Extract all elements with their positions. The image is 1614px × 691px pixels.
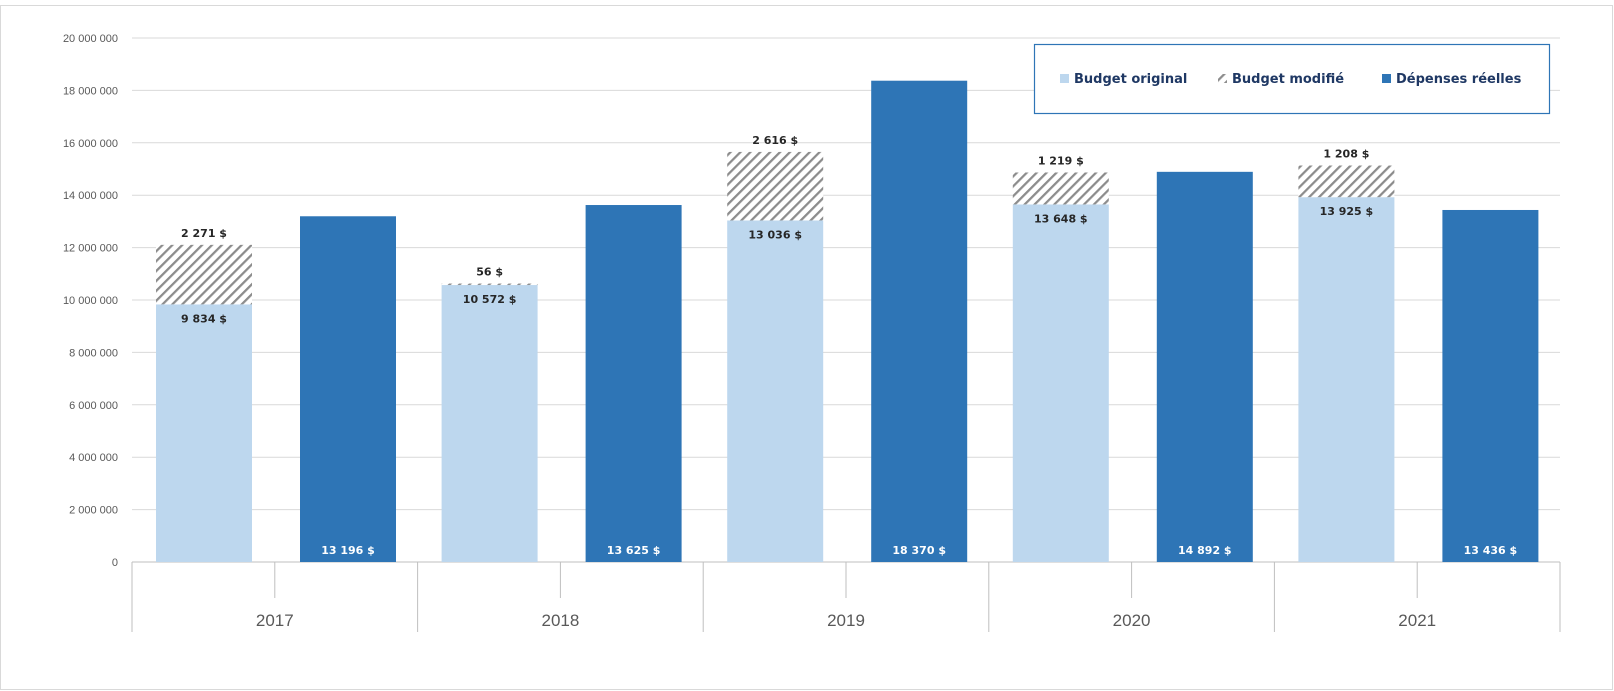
data-label-depenses-reelles: 13 625 $ <box>607 544 661 557</box>
legend-label: Budget modifié <box>1232 72 1344 87</box>
data-label-depenses-reelles: 18 370 $ <box>892 544 946 557</box>
y-tick-label: 14 000 000 <box>63 190 118 202</box>
bar-budget-original <box>441 285 538 562</box>
data-label-budget-modifie: 2 616 $ <box>752 134 798 147</box>
category-label: 2019 <box>827 611 865 630</box>
legend-box <box>1033 43 1551 115</box>
legend: Budget original Budget modifié Dépenses ré… <box>1033 43 1551 115</box>
y-tick-label: 6 000 000 <box>69 400 118 412</box>
bar-budget-modifie <box>1012 172 1109 205</box>
legend-item-budget-modifie: Budget modifié <box>1218 72 1344 87</box>
category-label: 2020 <box>1113 611 1151 630</box>
y-axis-tick-labels: 0 2 000 000 4 000 000 6 000 000 8 000 000 10 … <box>63 33 118 569</box>
data-label-budget-modifie: 1 208 $ <box>1323 148 1369 161</box>
y-tick-label: 8 000 000 <box>69 347 118 359</box>
data-label-budget-original: 10 572 $ <box>463 293 517 306</box>
y-tick-label: 2 000 000 <box>69 505 118 517</box>
category-labels: 2017 2018 2019 2020 2021 <box>256 611 1436 630</box>
legend-swatch <box>1218 74 1227 83</box>
data-labels: 9 834 $ 2 271 $ 13 196 $ 10 572 $ 56 $ 13 625… <box>181 134 1517 557</box>
category-label: 2021 <box>1398 611 1436 630</box>
bar-depenses-reelles <box>585 205 682 562</box>
data-label-depenses-reelles: 13 436 $ <box>1464 544 1518 557</box>
category-label: 2018 <box>541 611 579 630</box>
data-label-budget-modifie: 1 219 $ <box>1038 154 1084 167</box>
bar-budget-modifie <box>441 283 538 286</box>
bar-depenses-reelles <box>1156 171 1253 563</box>
data-label-depenses-reelles: 14 892 $ <box>1178 544 1232 557</box>
data-label-budget-modifie: 56 $ <box>476 266 503 279</box>
bar-depenses-reelles <box>300 216 396 562</box>
data-label-budget-original: 13 648 $ <box>1034 212 1088 225</box>
legend-label: Dépenses réelles <box>1396 72 1522 87</box>
y-tick-label: 16 000 000 <box>63 138 118 150</box>
y-tick-label: 18 000 000 <box>63 85 118 97</box>
bar-budget-modifie <box>1298 165 1395 198</box>
y-tick-label: 10 000 000 <box>63 295 118 307</box>
y-tick-label: 4 000 000 <box>69 452 118 464</box>
bar-budget-original <box>1012 204 1109 562</box>
data-label-budget-original: 9 834 $ <box>181 312 227 325</box>
data-label-budget-original: 13 036 $ <box>748 228 802 241</box>
bar-depenses-reelles <box>871 80 968 563</box>
bar-budget-original <box>727 220 824 563</box>
bar-budget-modifie <box>727 151 824 221</box>
bars <box>156 80 1539 563</box>
bar-depenses-reelles <box>1442 209 1539 562</box>
data-label-budget-original: 13 925 $ <box>1320 205 1374 218</box>
data-label-budget-modifie: 2 271 $ <box>181 227 227 240</box>
bar-budget-original <box>1298 197 1395 563</box>
category-label: 2017 <box>256 611 294 630</box>
bar-budget-original <box>156 304 252 562</box>
data-label-depenses-reelles: 13 196 $ <box>321 544 375 557</box>
legend-item-depenses-reelles: Dépenses réelles <box>1382 72 1522 87</box>
legend-label: Budget original <box>1074 72 1187 87</box>
y-tick-label: 0 <box>112 557 118 569</box>
y-tick-label: 20 000 000 <box>63 33 118 45</box>
legend-item-budget-original: Budget original <box>1060 72 1187 87</box>
legend-swatch <box>1060 74 1069 83</box>
bar-budget-modifie <box>156 244 252 305</box>
legend-swatch <box>1382 74 1391 83</box>
y-tick-label: 12 000 000 <box>63 243 118 255</box>
